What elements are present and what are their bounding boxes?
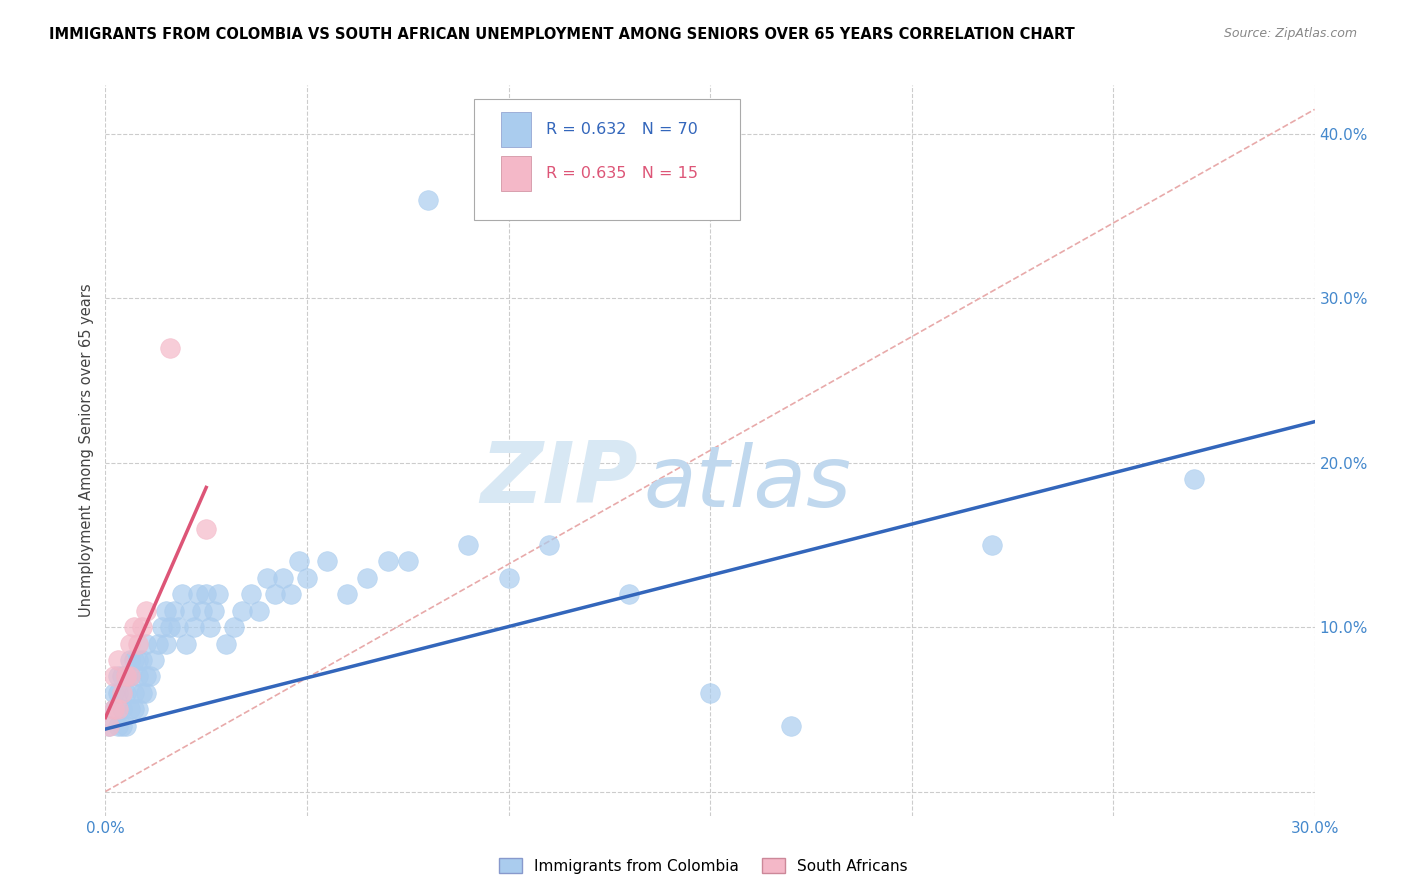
Point [457, 538, 479, 552]
Point [135, 604, 157, 618]
Point [280, 587, 302, 601]
Point [135, 637, 157, 651]
Point [179, 604, 201, 618]
Point [537, 538, 560, 552]
Point [122, 620, 145, 634]
Point [146, 637, 169, 651]
Point [207, 587, 229, 601]
Point [150, 620, 173, 634]
Point [135, 686, 157, 700]
Point [981, 538, 1004, 552]
Point [155, 604, 177, 618]
Point [336, 587, 359, 601]
Point [159, 341, 181, 355]
Point [118, 702, 141, 716]
Point [118, 653, 141, 667]
Point [127, 637, 149, 651]
Point [271, 571, 294, 585]
Point [195, 522, 218, 536]
Point [107, 719, 129, 733]
Point [316, 554, 339, 568]
Point [195, 587, 218, 601]
Point [215, 637, 238, 651]
Point [224, 620, 246, 634]
Point [98, 719, 121, 733]
Point [107, 653, 129, 667]
Point [107, 702, 129, 716]
Point [107, 669, 129, 683]
Point [155, 637, 177, 651]
Point [107, 686, 129, 700]
Point [163, 604, 186, 618]
Point [110, 702, 132, 716]
Point [170, 587, 193, 601]
Point [779, 719, 801, 733]
Text: ZIP: ZIP [479, 438, 637, 521]
Point [131, 620, 153, 634]
Point [122, 686, 145, 700]
Point [131, 686, 153, 700]
FancyBboxPatch shape [501, 112, 531, 147]
Point [122, 653, 145, 667]
FancyBboxPatch shape [501, 156, 531, 191]
Text: R = 0.635   N = 15: R = 0.635 N = 15 [546, 166, 697, 181]
Point [174, 637, 197, 651]
Point [110, 669, 132, 683]
Point [110, 686, 132, 700]
Point [114, 669, 136, 683]
Text: R = 0.632   N = 70: R = 0.632 N = 70 [546, 122, 697, 136]
Point [114, 719, 136, 733]
Point [295, 571, 318, 585]
Point [135, 669, 157, 683]
Y-axis label: Unemployment Among Seniors over 65 years: Unemployment Among Seniors over 65 years [79, 284, 94, 617]
Point [239, 587, 262, 601]
Point [142, 653, 165, 667]
Point [118, 637, 141, 651]
Point [183, 620, 205, 634]
Text: IMMIGRANTS FROM COLOMBIA VS SOUTH AFRICAN UNEMPLOYMENT AMONG SENIORS OVER 65 YEA: IMMIGRANTS FROM COLOMBIA VS SOUTH AFRICA… [49, 27, 1076, 42]
Point [288, 554, 311, 568]
Point [416, 193, 439, 207]
Point [159, 620, 181, 634]
Point [200, 620, 222, 634]
Point [256, 571, 278, 585]
Point [498, 571, 520, 585]
Point [103, 686, 125, 700]
Point [202, 604, 225, 618]
Point [114, 669, 136, 683]
Point [131, 653, 153, 667]
Point [396, 554, 419, 568]
Legend: Immigrants from Colombia, South Africans: Immigrants from Colombia, South Africans [492, 852, 914, 880]
Point [699, 686, 721, 700]
Point [187, 587, 209, 601]
Point [356, 571, 378, 585]
Point [98, 719, 121, 733]
Point [231, 604, 253, 618]
Point [118, 669, 141, 683]
Point [377, 554, 399, 568]
Point [191, 604, 214, 618]
FancyBboxPatch shape [474, 99, 741, 220]
Point [122, 702, 145, 716]
Point [110, 719, 132, 733]
Text: atlas: atlas [644, 442, 852, 524]
Point [263, 587, 285, 601]
Point [139, 669, 162, 683]
Point [103, 702, 125, 716]
Point [247, 604, 270, 618]
Point [127, 669, 149, 683]
Point [127, 653, 149, 667]
Point [1182, 472, 1205, 486]
Text: Source: ZipAtlas.com: Source: ZipAtlas.com [1223, 27, 1357, 40]
Point [103, 669, 125, 683]
Point [114, 686, 136, 700]
Point [619, 587, 641, 601]
Point [167, 620, 190, 634]
Point [118, 669, 141, 683]
Point [127, 702, 149, 716]
Point [103, 702, 125, 716]
